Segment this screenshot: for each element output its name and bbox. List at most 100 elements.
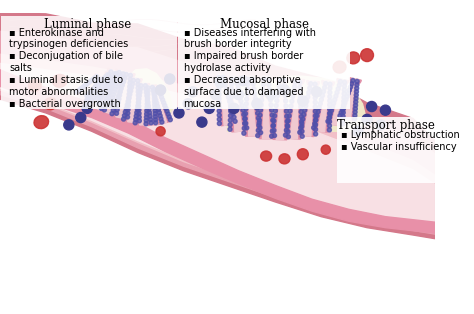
Circle shape [328,124,331,128]
Circle shape [308,86,312,90]
Circle shape [283,99,288,103]
Circle shape [245,92,249,96]
Circle shape [103,78,107,83]
Circle shape [251,77,255,81]
Circle shape [258,126,262,130]
Circle shape [102,88,106,92]
Circle shape [152,87,156,91]
Circle shape [257,121,261,125]
Circle shape [228,127,232,131]
Circle shape [316,110,320,114]
Polygon shape [125,78,142,123]
Circle shape [122,114,127,118]
Circle shape [146,104,150,108]
Circle shape [204,103,214,113]
Circle shape [290,99,294,103]
Circle shape [147,111,152,115]
Circle shape [230,82,234,86]
Circle shape [165,74,175,84]
Text: ▪ Vascular insufficiency: ▪ Vascular insufficiency [341,142,457,152]
Circle shape [126,115,129,119]
Circle shape [282,78,286,82]
Polygon shape [276,77,286,140]
Circle shape [338,114,342,118]
Circle shape [116,79,120,83]
Circle shape [138,87,143,91]
Circle shape [129,85,134,89]
Circle shape [313,122,317,126]
Circle shape [85,94,89,98]
Circle shape [161,98,164,102]
Circle shape [131,78,136,82]
Circle shape [269,103,273,107]
Circle shape [273,114,277,118]
Circle shape [115,108,119,112]
Circle shape [229,91,233,95]
Circle shape [109,87,113,91]
Circle shape [106,93,110,97]
Polygon shape [150,86,169,124]
Circle shape [298,80,302,84]
Circle shape [328,112,332,116]
Circle shape [108,88,112,92]
Circle shape [153,96,156,100]
Circle shape [120,79,124,83]
Circle shape [128,81,132,85]
Circle shape [334,94,338,98]
Circle shape [299,95,302,99]
Circle shape [159,95,164,99]
Circle shape [306,95,310,99]
Ellipse shape [321,145,330,154]
Circle shape [145,112,149,116]
Text: Luminal phase: Luminal phase [44,19,131,31]
Circle shape [287,114,291,118]
Circle shape [104,85,108,89]
Circle shape [153,106,157,110]
Circle shape [341,122,345,126]
Circle shape [146,89,150,93]
Text: ▪ Deconjugation of bile
salts: ▪ Deconjugation of bile salts [9,51,123,73]
Circle shape [313,109,318,113]
Circle shape [321,89,326,94]
Circle shape [118,90,122,94]
Circle shape [100,95,104,99]
Circle shape [293,80,298,84]
Circle shape [262,77,266,81]
Circle shape [119,86,123,90]
Circle shape [102,77,106,81]
Circle shape [315,114,319,118]
Circle shape [111,78,115,82]
Circle shape [270,113,274,117]
Circle shape [258,108,263,112]
Circle shape [145,109,149,113]
Circle shape [217,80,221,84]
Circle shape [341,107,346,111]
Circle shape [96,102,100,106]
Polygon shape [113,71,135,119]
Circle shape [221,75,225,79]
Polygon shape [290,79,301,139]
Circle shape [156,86,160,90]
Circle shape [145,94,149,98]
Circle shape [160,120,164,124]
Circle shape [104,101,109,105]
Circle shape [114,84,118,89]
Circle shape [104,85,109,89]
Circle shape [105,76,109,79]
Polygon shape [315,80,335,132]
Circle shape [128,85,132,89]
Circle shape [326,119,330,123]
Circle shape [110,95,115,99]
Text: ▪ Decreased absorptive
surface due to damaged
mucosa: ▪ Decreased absorptive surface due to da… [183,75,303,109]
Circle shape [86,82,90,85]
Circle shape [146,100,150,105]
Circle shape [228,109,233,113]
Circle shape [127,96,131,100]
Circle shape [124,106,128,111]
Ellipse shape [279,154,290,164]
Circle shape [130,82,135,86]
Circle shape [145,106,149,110]
Circle shape [92,86,96,90]
Circle shape [126,111,130,115]
Circle shape [271,118,275,122]
